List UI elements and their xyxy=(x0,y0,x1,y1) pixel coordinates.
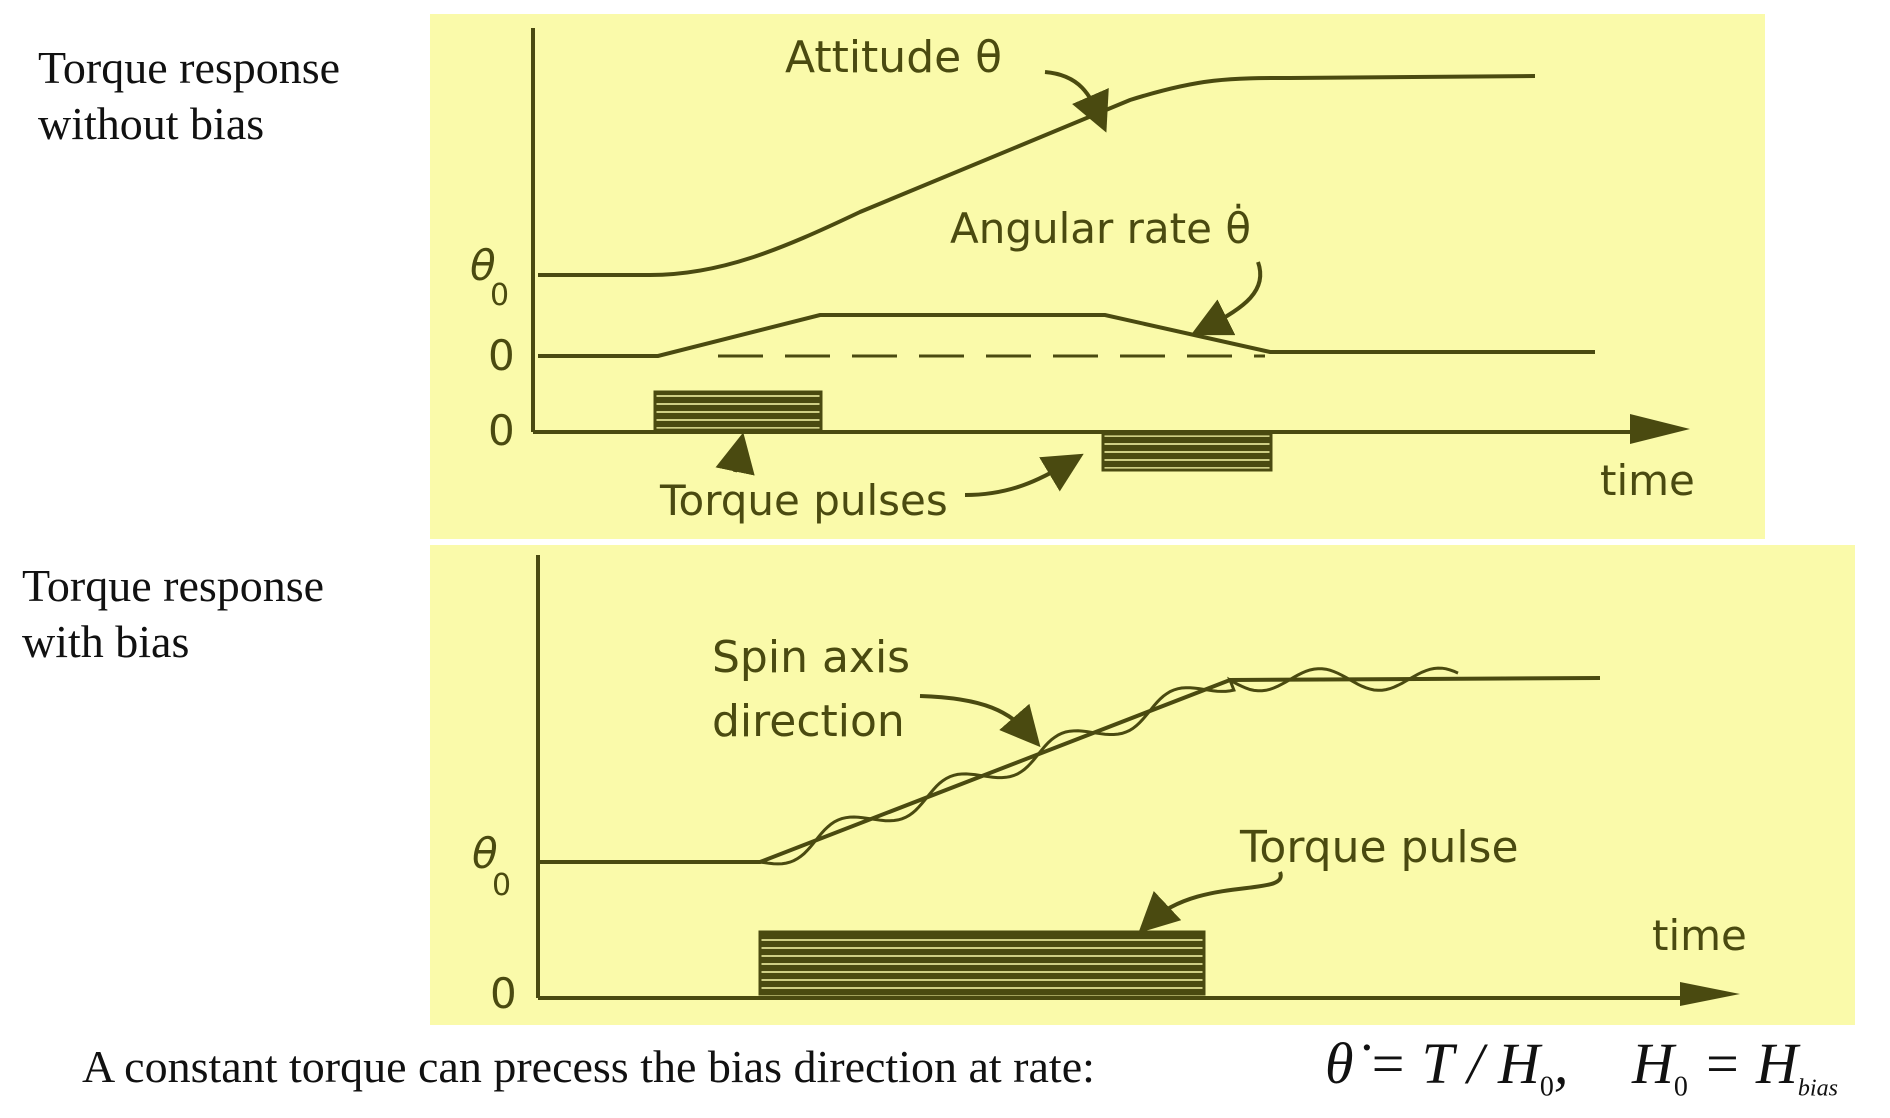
caption: A constant torque can precess the bias d… xyxy=(82,1041,1095,1092)
pulse-label: Torque pulse xyxy=(1239,822,1519,873)
top-time-arrowhead xyxy=(1630,414,1690,444)
pulses-arrow-right xyxy=(964,453,1084,497)
spin-label-line1: Spin axis xyxy=(712,632,910,683)
bottom-title-line1: Torque response xyxy=(22,560,325,611)
torque-pulse xyxy=(758,930,1206,996)
equation-rhs: H0 = Hbias xyxy=(1632,1031,1838,1103)
bottom-panel-title: Torque response with bias xyxy=(22,558,324,670)
bottom-time-label: time xyxy=(1652,911,1747,960)
spin-axis-mean-line xyxy=(538,676,1601,864)
top-panel-title: Torque response without bias xyxy=(38,40,340,152)
bottom-theta0-label: θ xyxy=(472,829,498,878)
torque-pulse-positive xyxy=(653,390,823,432)
equation-lhs: θ̇ = T / H0, xyxy=(1325,1031,1569,1103)
bottom-title-line2: with bias xyxy=(22,616,190,667)
pulses-label: Torque pulses xyxy=(659,476,948,525)
top-theta0-label: θ xyxy=(470,241,496,290)
spin-arrow xyxy=(919,694,1041,748)
attitude-arrow xyxy=(1044,70,1109,133)
bottom-axes xyxy=(536,555,1690,1000)
bottom-zero-label: 0 xyxy=(490,969,517,1018)
attitude-label: Attitude θ xyxy=(785,32,1002,83)
torque-pulse-negative xyxy=(1101,432,1273,472)
top-theta0-sub: 0 xyxy=(490,278,509,313)
rate-arrow xyxy=(1190,261,1263,336)
top-title-line2: without bias xyxy=(38,98,265,149)
spin-axis-nutation xyxy=(759,666,1459,866)
spin-label-line2: direction xyxy=(712,696,905,747)
top-zero-rate-label: 0 xyxy=(488,331,515,380)
bottom-time-arrowhead xyxy=(1680,982,1740,1006)
pulse-arrow xyxy=(1138,871,1283,933)
angular-rate-curve xyxy=(538,313,1595,358)
attitude-curve xyxy=(538,74,1536,277)
pulses-arrow-left xyxy=(715,432,755,476)
top-time-label: time xyxy=(1600,456,1695,505)
top-title-line1: Torque response xyxy=(38,42,341,93)
top-zero-torque-label: 0 xyxy=(488,406,515,455)
rate-label: Angular rate θ̇ xyxy=(950,202,1251,253)
top-axes xyxy=(531,28,1640,434)
bottom-theta0-sub: 0 xyxy=(492,868,511,903)
